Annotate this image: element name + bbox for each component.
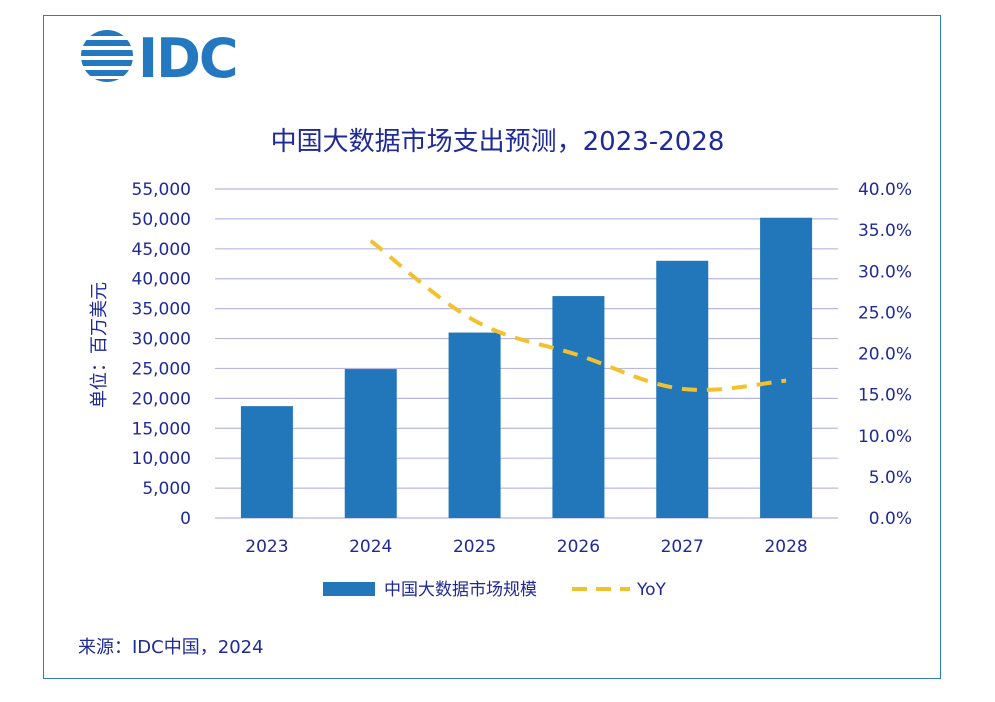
y2-tick-label: 10.0% [858,427,912,447]
y2-tick-label: 15.0% [858,386,912,406]
y-tick-label: 15,000 [132,419,191,439]
y-tick-label: 45,000 [132,240,191,260]
y2-tick-label: 35.0% [858,221,912,241]
y-tick-label: 0 [180,509,191,529]
bar [552,296,605,518]
bar [240,406,293,518]
logo-text: IDC [138,28,237,84]
x-tick-label: 2027 [661,537,704,557]
y2-tick-label: 25.0% [858,303,912,323]
y2-tick-label: 30.0% [858,262,912,282]
x-tick-label: 2026 [557,537,600,557]
yoy-line [369,239,787,392]
y-tick-label: 25,000 [132,359,191,379]
y2-tick-label: 0.0% [869,509,912,529]
y-tick-label: 40,000 [132,270,191,290]
y-tick-label: 55,000 [132,180,191,200]
y2-tick-label: 40.0% [858,180,912,200]
y2-tick-label: 20.0% [858,345,912,365]
globe-icon [81,30,133,82]
y-tick-label: 50,000 [132,210,191,230]
y2-tick-label: 5.0% [869,468,912,488]
gridlines [215,188,838,519]
x-tick-label: 2028 [764,537,807,557]
yoy-line-series [369,239,787,392]
y-tick-label: 30,000 [132,330,191,350]
axes: 0 5,000 10,000 15,000 20,000 25,000 30,000 35,0… [132,180,912,557]
legend-label-bar: 中国大数据市场规模 [384,580,537,600]
x-tick-label: 2023 [245,537,288,557]
legend-label-line: YoY [636,580,667,600]
chart-title: 中国大数据市场支出预测，2023-2028 [270,127,725,157]
y-tick-label: 35,000 [132,300,191,320]
x-tick-label: 2025 [453,537,496,557]
source-note: 来源：IDC中国，2024 [78,637,264,658]
idc-logo: IDC [81,28,239,84]
bar-series [240,217,813,519]
legend: 中国大数据市场规模 YoY [323,580,667,600]
bar [344,369,397,518]
x-tick-label: 2024 [349,537,392,557]
bar [760,217,813,519]
chart-frame [43,15,941,679]
legend-swatch-bar [323,582,375,596]
y-tick-label: 20,000 [132,389,191,409]
y-tick-label: 5,000 [142,479,191,499]
bar [448,332,501,518]
y-tick-label: 10,000 [132,449,191,469]
